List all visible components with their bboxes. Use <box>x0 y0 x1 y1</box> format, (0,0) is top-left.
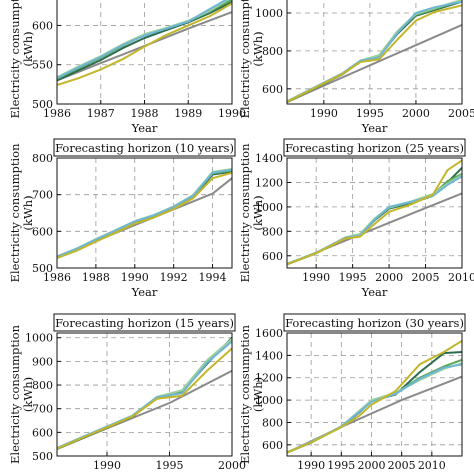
y-tick-label: 600 <box>262 83 283 96</box>
chart-title: Forecasting horizon (15 years) <box>53 313 236 332</box>
y-tick-label: 500 <box>32 262 53 275</box>
x-tick-label: 1990 <box>121 271 149 284</box>
y-axis-label: Electricity consumption(kWh) <box>8 324 35 464</box>
plot-area <box>57 158 232 268</box>
chart-title: Forecasting horizon (25 years) <box>283 138 466 157</box>
y-tick-label: 800 <box>32 379 53 392</box>
series-line-6 <box>287 4 462 103</box>
x-tick-label: 2000 <box>375 271 403 284</box>
chart-panel-5: 1990 1995 2000 500 600 700 800 900 1000Electrici… <box>8 313 246 472</box>
y-tick-label: 1200 <box>255 372 283 385</box>
x-tick-label: 2005 <box>388 459 416 472</box>
series-line-6 <box>57 2 232 87</box>
y-tick-label: 600 <box>262 250 283 263</box>
chart-title: Forecasting horizon (10 years) <box>53 138 236 157</box>
y-tick-label: 800 <box>32 152 53 165</box>
x-tick-label: 1995 <box>339 271 367 284</box>
y-tick-label: 500 <box>32 98 53 111</box>
y-tick-label: 1200 <box>255 176 283 189</box>
axes-frame <box>286 332 463 457</box>
x-tick-label: 1986 <box>43 107 71 120</box>
x-tick-label: 1986 <box>43 271 71 284</box>
y-tick-label: 800 <box>262 416 283 429</box>
x-tick-label: 2005 <box>412 271 440 284</box>
y-tick-label: 600 <box>262 439 283 452</box>
series-line-5 <box>57 0 228 80</box>
x-tick-label: 1988 <box>131 107 159 120</box>
series-line-6 <box>287 159 462 266</box>
axes-frame <box>56 332 233 457</box>
chart-title: Forecasting horizon (30 years) <box>283 313 466 332</box>
x-tick-label: 2010 <box>418 459 446 472</box>
axes-frame <box>286 157 463 269</box>
x-axis-label: Year <box>361 121 388 135</box>
y-tick-label: 600 <box>32 19 53 32</box>
series-line-6 <box>287 339 462 454</box>
x-tick-label: 1992 <box>160 271 188 284</box>
y-tick-label: 600 <box>32 426 53 439</box>
chart-panel-2: 1990 1995 2000 2005 600 800 1000 Year Electricit… <box>238 0 474 135</box>
y-axis-label: Electricity consumption(kWh) <box>238 0 265 118</box>
x-axis-label: Year <box>131 121 158 135</box>
y-tick-label: 1000 <box>25 332 53 345</box>
y-tick-label: 550 <box>32 59 53 72</box>
y-tick-label: 1000 <box>255 394 283 407</box>
y-tick-label: 1000 <box>255 201 283 214</box>
series-line-6 <box>57 171 232 260</box>
x-tick-label: 1995 <box>356 107 384 120</box>
svg-text:Forecasting horizon (25 years): Forecasting horizon (25 years) <box>285 141 464 155</box>
series-line-5 <box>57 168 232 258</box>
x-tick-label: 1990 <box>218 107 246 120</box>
svg-text:Forecasting horizon (10 years): Forecasting horizon (10 years) <box>55 141 234 155</box>
y-tick-label: 1400 <box>255 152 283 165</box>
y-tick-label: 700 <box>32 189 53 202</box>
x-tick-label: 1987 <box>87 107 115 120</box>
y-tick-label: 900 <box>32 355 53 368</box>
y-tick-label: 1600 <box>255 327 283 340</box>
series-line-6 <box>57 347 232 450</box>
y-axis-label: Electricity consumption(kWh) <box>238 324 265 464</box>
x-tick-label: 1988 <box>82 271 110 284</box>
x-tick-label: 1990 <box>302 271 330 284</box>
x-tick-label: 1990 <box>297 459 325 472</box>
axes-frame <box>286 0 463 105</box>
svg-text:Forecasting horizon (30 years): Forecasting horizon (30 years) <box>285 316 464 330</box>
x-tick-label: 1990 <box>310 107 338 120</box>
y-tick-label: 800 <box>262 225 283 238</box>
chart-panel-1: 1986 1987 1988 1989 1990 500 550 600 Year Electri… <box>8 0 246 135</box>
x-tick-label: 2000 <box>218 459 246 472</box>
y-axis-label: Electricity consumption(kWh) <box>238 143 265 283</box>
y-tick-label: 1000 <box>255 7 283 20</box>
plot-area <box>287 333 462 456</box>
x-tick-label: 2000 <box>402 107 430 120</box>
chart-panel-4: 1990 1995 2000 2005 2010 600 800 1000 1200 1400 Ye… <box>238 138 474 299</box>
series-line-1 <box>287 23 462 104</box>
x-tick-label: 2000 <box>357 459 385 472</box>
plot-area <box>287 158 462 268</box>
y-axis-label: Electricity consumption(kWh) <box>8 0 35 118</box>
y-tick-label: 700 <box>32 403 53 416</box>
y-tick-label: 800 <box>262 45 283 58</box>
x-tick-label: 1995 <box>327 459 355 472</box>
x-tick-label: 1994 <box>199 271 227 284</box>
svg-text:Forecasting horizon (15 years): Forecasting horizon (15 years) <box>55 316 234 330</box>
x-tick-label: 2010 <box>448 271 474 284</box>
x-axis-label: Year <box>131 285 158 299</box>
x-tick-label: 1990 <box>93 459 121 472</box>
axes-frame <box>56 157 233 269</box>
x-tick-label: 1989 <box>174 107 202 120</box>
y-tick-label: 1400 <box>255 349 283 362</box>
x-tick-label: 2005 <box>448 107 474 120</box>
x-tick-label: 1995 <box>156 459 184 472</box>
x-axis-label: Year <box>361 285 388 299</box>
chart-panel-3: 1986 1988 1990 1992 1994 500 600 700 800 Year Elec… <box>8 138 236 299</box>
y-tick-label: 600 <box>32 225 53 238</box>
series-line-2 <box>57 0 232 82</box>
y-tick-label: 500 <box>32 450 53 463</box>
chart-panel-6: 1990 1995 2000 2005 2010 600 800 1000 1200 1400 16… <box>238 313 466 472</box>
y-axis-label: Electricity consumption(kWh) <box>8 143 35 283</box>
